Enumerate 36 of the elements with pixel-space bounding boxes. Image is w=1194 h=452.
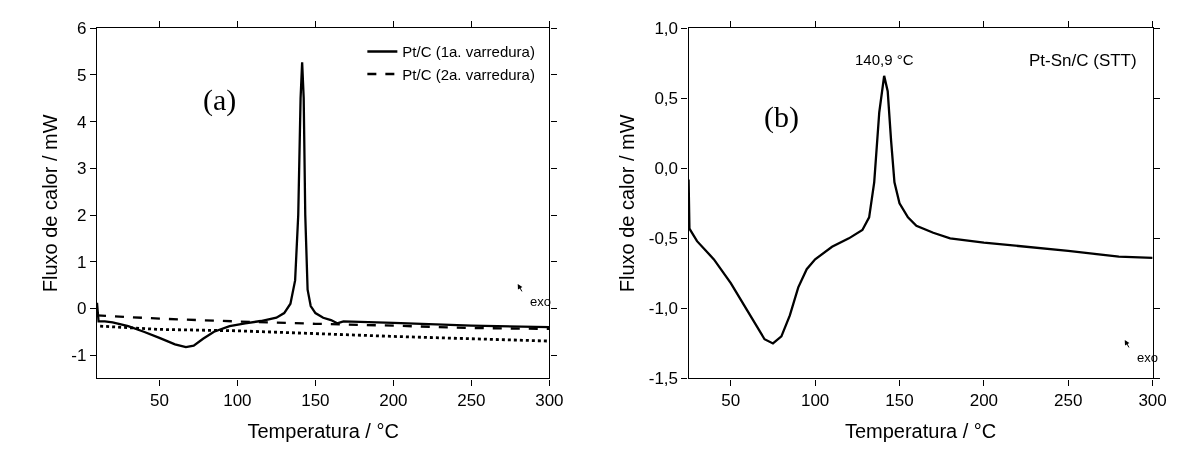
x-tick-label: 150 — [885, 390, 914, 410]
y-tick-label: -1,5 — [648, 369, 679, 389]
x-tick-label: 200 — [379, 390, 408, 410]
x-tick-label: 150 — [301, 390, 330, 410]
x-axis-title: Temperatura / °C — [247, 420, 399, 443]
y-tick-label: 1 — [76, 252, 87, 272]
annotation: 140,9 °C — [855, 51, 914, 68]
y-tick-label: 5 — [76, 65, 87, 85]
y-tick-label: -1,0 — [648, 299, 679, 319]
legend-label: Pt/C (2a. varredura) — [402, 65, 535, 83]
y-tick-label: 6 — [76, 19, 87, 39]
y-tick-label: -0,5 — [648, 229, 679, 249]
y-tick-label: 0 — [76, 299, 87, 319]
x-tick-label: 300 — [1138, 390, 1167, 410]
y-tick-label: 0,0 — [654, 159, 679, 179]
x-tick-label: 300 — [535, 390, 564, 410]
x-tick-label: 50 — [149, 390, 169, 410]
x-axis-title: Temperatura / °C — [844, 420, 997, 443]
x-tick-label: 250 — [457, 390, 486, 410]
x-tick-label: 250 — [1054, 390, 1083, 410]
y-tick-label: 2 — [76, 205, 87, 225]
annotation: (a) — [203, 83, 237, 117]
legend-label: Pt/C (1a. varredura) — [402, 43, 535, 61]
x-tick-label: 100 — [800, 390, 830, 410]
annotation: (b) — [764, 100, 799, 134]
y-tick-label: 0,5 — [654, 89, 679, 109]
x-tick-label: 200 — [969, 390, 999, 410]
y-axis-title: Fluxo de calor / mW — [616, 114, 639, 293]
x-tick-label: 50 — [721, 390, 741, 410]
y-tick-label: 4 — [76, 112, 87, 132]
y-tick-label: -1 — [71, 346, 87, 366]
y-tick-label: 1,0 — [654, 19, 679, 39]
annotation: Pt-Sn/C (STT) — [1029, 51, 1137, 70]
y-tick-label: 3 — [76, 159, 87, 179]
x-tick-label: 100 — [223, 390, 252, 410]
y-axis-title: Fluxo de calor / mW — [38, 114, 61, 293]
